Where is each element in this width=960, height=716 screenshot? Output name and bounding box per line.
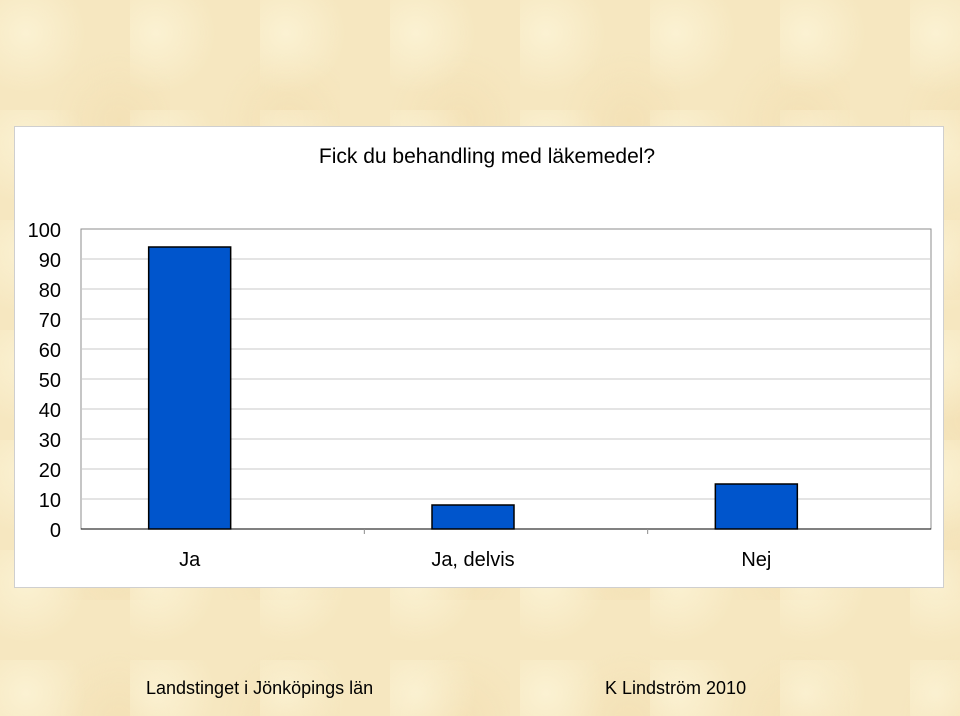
bar-2 — [431, 504, 515, 530]
y-tick-label: 70 — [39, 310, 61, 332]
x-tick-label: Ja, delvis — [431, 549, 514, 571]
y-tick-label: 80 — [39, 280, 61, 302]
y-tick-label: 20 — [39, 460, 61, 482]
bar-1 — [147, 246, 232, 530]
x-tick-label: Nej — [741, 549, 771, 571]
y-tick-label: 10 — [39, 490, 61, 512]
bar-3 — [714, 483, 799, 530]
chart-panel: Fick du behandling med läkemedel? 0 10 20 3… — [14, 126, 944, 588]
bar-chart: Fick du behandling med läkemedel? 0 10 20 3… — [28, 145, 932, 571]
y-tick-label: 90 — [39, 250, 61, 272]
chart-title: Fick du behandling med läkemedel? — [319, 145, 655, 168]
y-tick-label: 30 — [39, 430, 61, 452]
footer-author: K Lindström 2010 — [605, 678, 747, 698]
footer-organization: Landstinget i Jönköpings län — [146, 678, 374, 698]
y-tick-label: 50 — [39, 370, 61, 392]
y-tick-label: 60 — [39, 340, 61, 362]
y-tick-label: 0 — [50, 520, 61, 542]
y-tick-label: 40 — [39, 400, 61, 422]
y-tick-label: 100 — [28, 220, 61, 242]
x-tick-label: Ja — [179, 549, 201, 571]
